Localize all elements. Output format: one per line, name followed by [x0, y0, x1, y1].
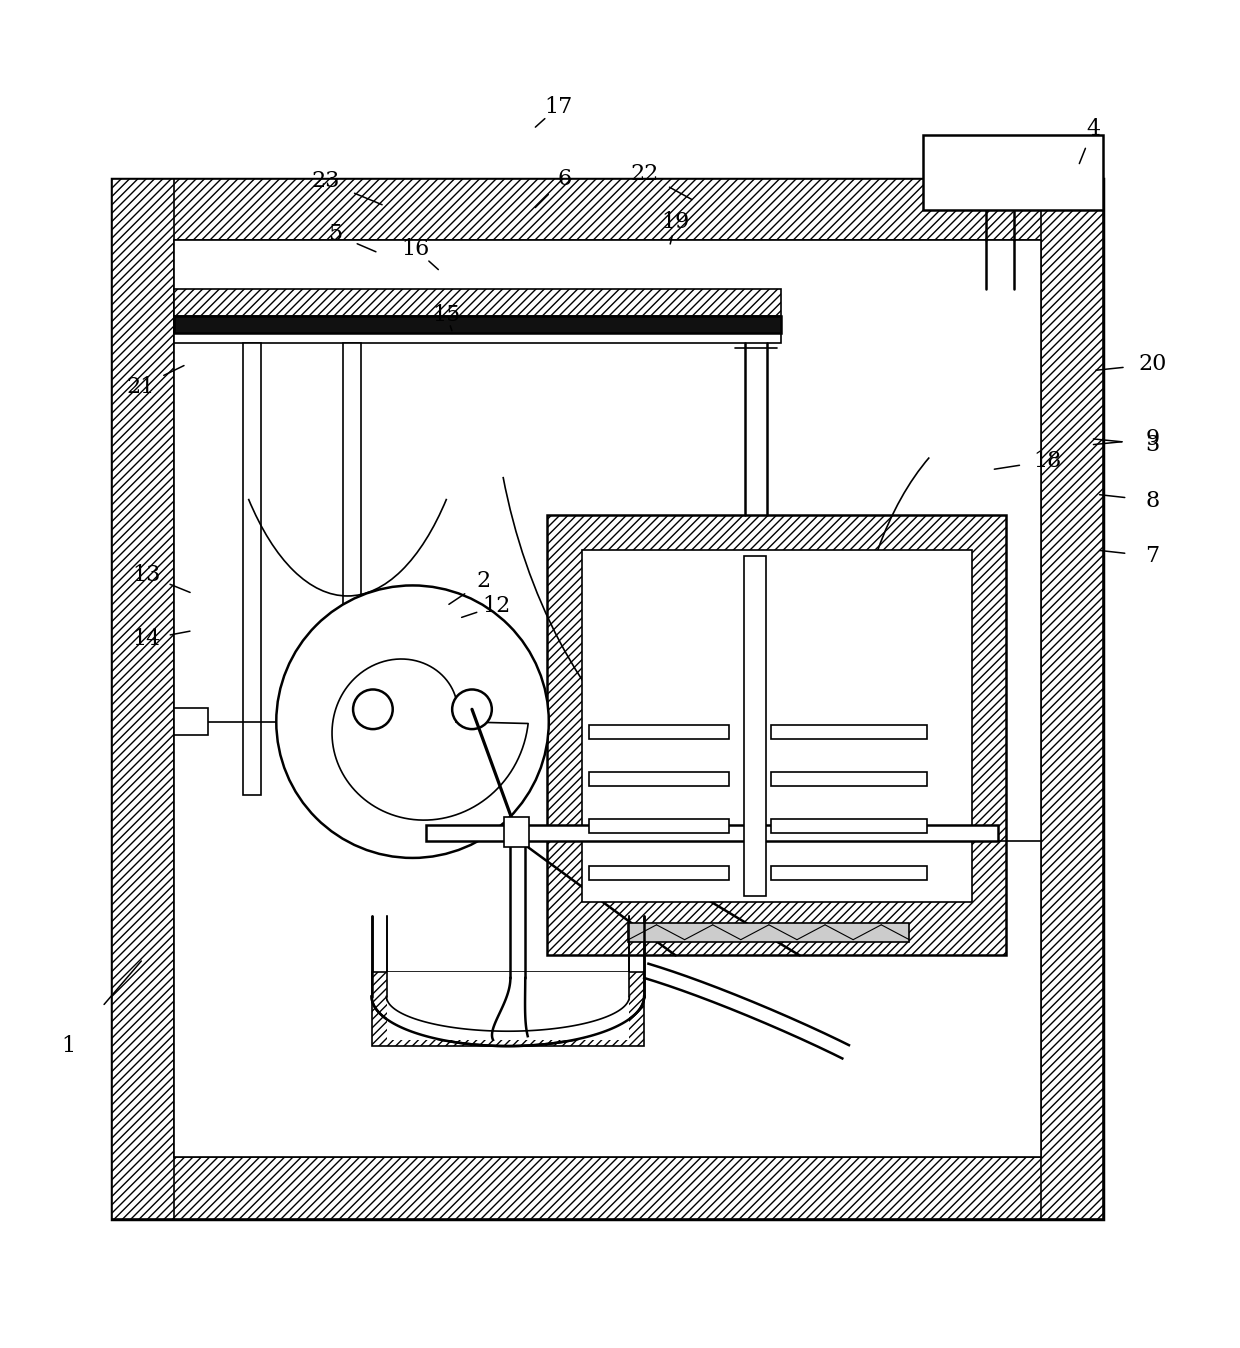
- Text: 13: 13: [133, 563, 161, 586]
- Circle shape: [453, 689, 492, 729]
- Bar: [771, 725, 926, 739]
- Text: 6: 6: [557, 167, 572, 190]
- Text: 19: 19: [662, 210, 689, 233]
- Bar: [505, 817, 529, 847]
- Text: 5: 5: [329, 224, 342, 245]
- Text: 17: 17: [544, 96, 572, 117]
- Text: 14: 14: [133, 628, 161, 650]
- Bar: [582, 550, 972, 902]
- Bar: [589, 867, 729, 880]
- Text: 23: 23: [311, 170, 340, 191]
- Circle shape: [277, 585, 549, 857]
- Bar: [924, 135, 1104, 209]
- Bar: [387, 972, 629, 1039]
- Text: 4: 4: [1086, 119, 1100, 140]
- Bar: [547, 515, 1007, 956]
- Text: 8: 8: [1146, 489, 1159, 512]
- Bar: [629, 923, 909, 941]
- Bar: [589, 772, 729, 786]
- Text: 20: 20: [1138, 353, 1167, 375]
- Bar: [243, 344, 260, 795]
- Circle shape: [353, 689, 393, 729]
- Text: 22: 22: [631, 163, 658, 185]
- Bar: [425, 825, 998, 841]
- Text: 18: 18: [1033, 450, 1061, 472]
- Bar: [112, 1157, 1104, 1219]
- Text: 7: 7: [1146, 546, 1159, 568]
- Text: 1: 1: [62, 1034, 76, 1057]
- Text: 2: 2: [476, 570, 491, 592]
- Text: 12: 12: [482, 594, 511, 617]
- Text: 9: 9: [1146, 427, 1159, 450]
- Bar: [174, 708, 208, 735]
- Bar: [174, 333, 781, 344]
- Bar: [174, 240, 1042, 1157]
- Bar: [589, 725, 729, 739]
- Bar: [744, 557, 766, 896]
- Text: 21: 21: [126, 376, 155, 398]
- Bar: [771, 867, 926, 880]
- Bar: [1042, 178, 1104, 1219]
- Bar: [112, 178, 1104, 1219]
- Bar: [771, 772, 926, 786]
- Bar: [112, 178, 1104, 240]
- Bar: [589, 820, 729, 833]
- Bar: [174, 315, 781, 333]
- Bar: [372, 972, 644, 1046]
- Bar: [343, 344, 361, 795]
- Text: 3: 3: [1146, 434, 1159, 456]
- Bar: [771, 820, 926, 833]
- Text: 15: 15: [433, 303, 461, 326]
- Bar: [112, 178, 174, 1219]
- Text: 16: 16: [402, 239, 430, 260]
- Bar: [174, 288, 781, 315]
